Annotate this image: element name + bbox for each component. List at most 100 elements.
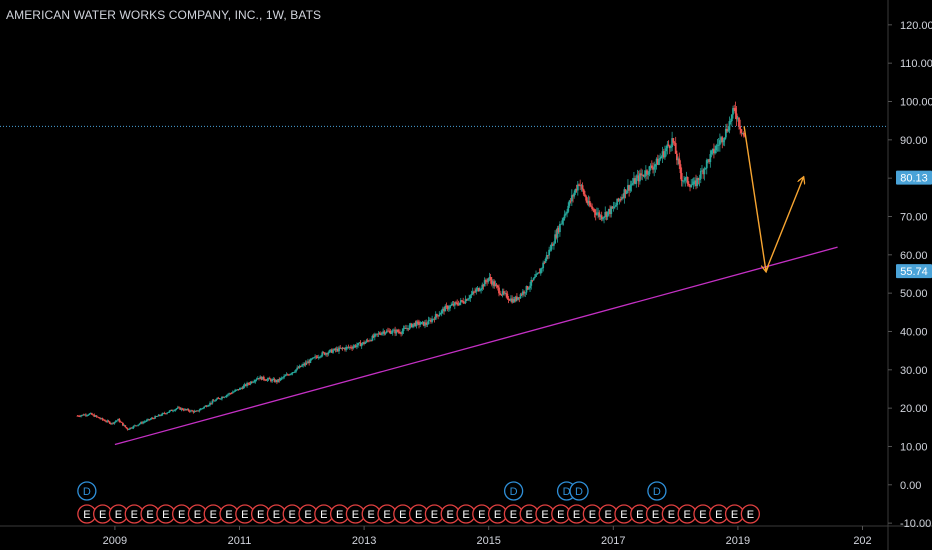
candle-body [191, 410, 194, 412]
candle-body [526, 286, 529, 290]
candle-body [581, 185, 584, 190]
earnings-marker-label: E [131, 509, 138, 521]
candle-body [157, 414, 160, 417]
candle-body [148, 419, 151, 420]
candle-body [592, 208, 595, 210]
candle-body [167, 412, 170, 413]
candle-body [290, 373, 293, 375]
candle-body [535, 274, 537, 277]
candle-body [495, 284, 498, 286]
candle-body [221, 396, 223, 399]
candle-body [188, 410, 191, 412]
candle-body [310, 358, 313, 360]
candle-body [267, 378, 270, 380]
candle-body [347, 346, 350, 348]
candle-body [705, 160, 708, 169]
candle-body [154, 416, 157, 419]
earnings-marker-label: E [447, 509, 454, 521]
dividend-marker-label: D [83, 486, 91, 498]
candle-body [327, 352, 330, 355]
candle-body [77, 415, 80, 417]
candle-body [594, 212, 597, 215]
candle-body [164, 413, 167, 415]
candle-body [318, 356, 321, 358]
candle-body [142, 422, 145, 424]
candle-body [397, 331, 400, 333]
candle-body [675, 153, 678, 161]
candle-body [279, 378, 282, 381]
candle-body [655, 158, 658, 165]
candle-body [434, 314, 437, 320]
earnings-marker-label: E [320, 509, 327, 521]
candle-body [553, 243, 555, 246]
candle-body [462, 301, 465, 303]
candle-body [371, 335, 374, 341]
candle-body [313, 357, 315, 359]
candle-body [636, 175, 639, 179]
candle-body [212, 400, 215, 402]
earnings-marker-label: E [225, 509, 232, 521]
earnings-marker-label: E [541, 509, 548, 521]
candle-body [474, 291, 477, 293]
candle-body [161, 413, 164, 416]
candle-body [118, 418, 121, 422]
candle-body [76, 415, 79, 417]
candle-body [736, 117, 739, 120]
candle-body [607, 209, 610, 212]
candle-body [302, 364, 305, 366]
candle-body [239, 388, 241, 390]
candle-body [114, 421, 117, 422]
candle-body [127, 429, 130, 431]
candle-body [668, 145, 671, 149]
candle-body [367, 340, 370, 342]
candle-body [555, 234, 558, 238]
dividend-marker [503, 481, 524, 501]
candle-body [687, 183, 690, 186]
candle-body [169, 409, 172, 411]
candle-body [342, 348, 345, 349]
candle-body [126, 428, 129, 430]
candle-body [81, 414, 84, 416]
candle-body [610, 206, 613, 214]
support-trendline [114, 246, 838, 446]
candle-body [425, 322, 428, 325]
candle-body [709, 154, 712, 163]
candle-body [359, 342, 362, 347]
candle-body [172, 410, 174, 412]
candle-body [210, 402, 213, 404]
price-tick-label: 100.00 [900, 97, 932, 109]
candle-body [224, 396, 227, 398]
candle-body [672, 138, 675, 143]
candle-body [196, 410, 198, 412]
dividend-marker-label: D [575, 486, 583, 498]
candle-body [721, 137, 724, 143]
candle-body [207, 404, 210, 406]
candle-body [441, 308, 444, 311]
dividend-marker [77, 481, 97, 501]
candle-body [548, 249, 551, 256]
candle-body [541, 268, 543, 269]
candle-body [566, 211, 568, 214]
candle-body [510, 298, 512, 301]
candle-body [283, 376, 285, 378]
candle-body [741, 132, 744, 134]
candle-body [329, 349, 332, 351]
candle-body [185, 409, 188, 410]
candle-body [732, 108, 734, 115]
candle-body [578, 184, 580, 186]
candle-body [653, 166, 656, 170]
candle-body [582, 189, 585, 195]
candle-body [650, 165, 653, 168]
candle-body [502, 291, 505, 294]
candle-body [517, 297, 519, 300]
candle-body [335, 348, 338, 351]
candle-body [149, 419, 152, 420]
candle-body [717, 144, 720, 146]
candle-body [714, 150, 717, 154]
candle-body [197, 410, 200, 412]
candle-body [292, 372, 295, 373]
candle-body [533, 276, 536, 279]
candle-body [410, 323, 413, 328]
candle-body [476, 288, 479, 290]
